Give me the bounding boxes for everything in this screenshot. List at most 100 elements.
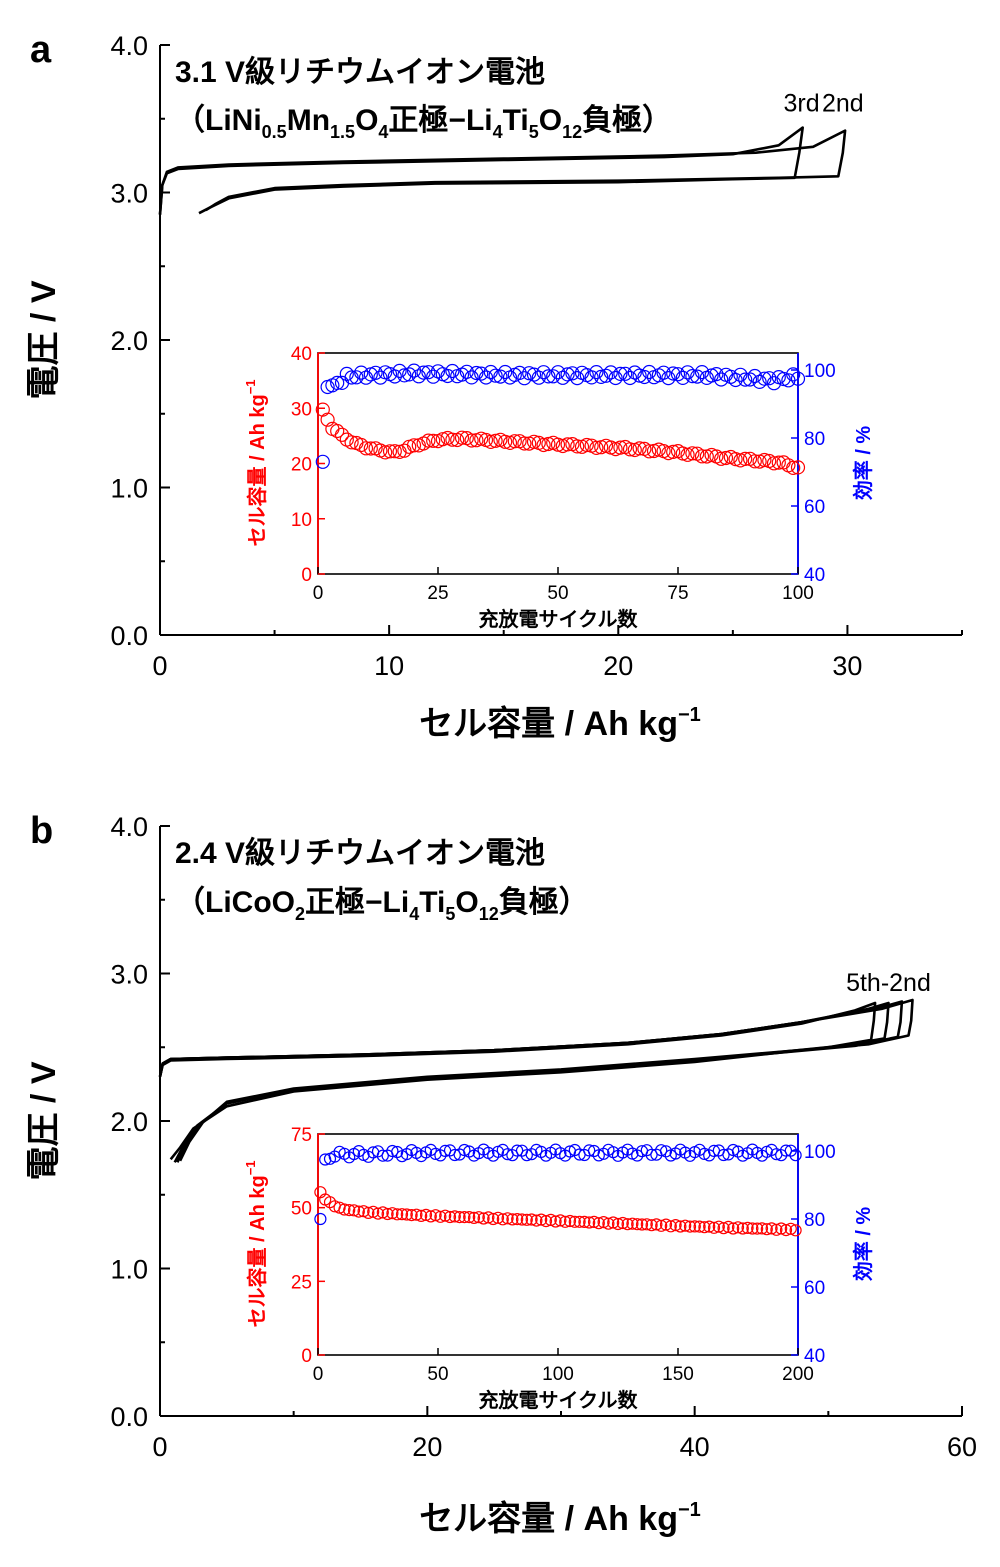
efficiency-point (498, 364, 513, 380)
capacity-point (434, 1210, 447, 1223)
capacity-point (631, 1218, 644, 1231)
chart-title: 3.1 V級リチウムイオン電池 (175, 55, 545, 89)
capacity-point (661, 446, 676, 461)
capacity-point (640, 1218, 653, 1231)
inset-x-tick-label: 150 (662, 1364, 694, 1385)
subscript: 4 (378, 122, 388, 142)
capacity-point (666, 444, 681, 459)
efficiency-point (511, 1144, 524, 1157)
capacity-point (352, 1205, 365, 1218)
voltage-curve-2 (158, 129, 847, 215)
efficiency-point (583, 1144, 596, 1157)
capacity-point (568, 1215, 581, 1228)
efficiency-point (603, 365, 618, 380)
efficiency-point (784, 1144, 797, 1157)
capacity-point (693, 1220, 706, 1233)
subscript: 0.5 (262, 122, 287, 142)
panel-a: a 0.0 1.0 2.0 3.0 4.0 0 10 20 30 3.1 V級リチウムイオン電池 （L… (25, 29, 963, 743)
efficiency-point (488, 368, 503, 383)
capacity-point (453, 1210, 466, 1224)
inset-left-label: セル容量 / Ah kg−1 (243, 1160, 269, 1327)
efficiency-point (757, 371, 772, 386)
formula-part: 正極−Li (388, 104, 492, 137)
capacity-point (694, 449, 710, 464)
efficiency-point (387, 369, 402, 384)
capacity-point (439, 1209, 452, 1222)
efficiency-point (762, 371, 777, 386)
capacity-point (635, 1218, 649, 1231)
capacity-point (731, 1221, 745, 1234)
efficiency-point (709, 367, 724, 382)
inset-left-label-text: セル容量 / Ah kg (245, 1175, 269, 1327)
efficiency-point (622, 370, 638, 386)
subscript: 12 (562, 122, 582, 142)
efficiency-point (728, 372, 743, 388)
efficiency-point (670, 367, 686, 382)
x-tick-label: 20 (603, 651, 633, 681)
capacity-point (611, 1217, 625, 1231)
capacity-point (477, 1212, 490, 1225)
inset-x-tick-label: 75 (667, 583, 688, 604)
efficiency-point (464, 370, 479, 385)
efficiency-point (349, 370, 364, 385)
capacity-point (622, 442, 638, 457)
capacity-point (722, 1220, 735, 1234)
capacity-point (679, 1219, 692, 1232)
x-axis-label-text: セル容量 / Ah kg (419, 705, 678, 743)
efficiency-point (546, 369, 561, 384)
efficiency-point (448, 1148, 461, 1162)
efficiency-point (592, 1149, 605, 1162)
capacity-point (330, 423, 345, 439)
capacity-point (343, 1203, 356, 1217)
voltage-curve-1 (158, 1001, 877, 1161)
cycle-label: 3rd (784, 89, 820, 117)
y-tick-label: 3.0 (110, 960, 148, 990)
inset-left-tick-label: 0 (301, 565, 312, 586)
efficiency-point (536, 365, 551, 380)
capacity-point (506, 1213, 519, 1226)
capacity-point (563, 1214, 577, 1228)
efficiency-point (458, 1143, 471, 1157)
efficiency-point (392, 363, 407, 378)
capacity-point (632, 441, 647, 456)
capacity-point (381, 1207, 394, 1221)
capacity-point (429, 1209, 442, 1222)
capacity-point (549, 1215, 562, 1228)
capacity-point (554, 1214, 567, 1227)
efficiency-point (584, 370, 599, 385)
capacity-point (525, 1213, 538, 1226)
efficiency-point (661, 371, 676, 386)
capacity-point (703, 1220, 716, 1233)
capacity-point (784, 1222, 797, 1235)
capacity-point (645, 1219, 658, 1232)
capacity-point (386, 1207, 399, 1220)
efficiency-point (434, 1149, 447, 1162)
capacity-point (520, 1213, 533, 1226)
capacity-point (491, 1211, 505, 1224)
efficiency-point (541, 369, 556, 384)
x-tick-label: 60 (947, 1432, 977, 1462)
efficiency-point (733, 367, 748, 382)
efficiency-point (752, 374, 767, 389)
capacity-point (757, 452, 772, 468)
efficiency-point (618, 366, 633, 381)
efficiency-point (421, 365, 436, 380)
efficiency-point (478, 370, 494, 385)
subscript: 12 (479, 904, 499, 924)
y-tick-label: 4.0 (110, 31, 148, 61)
efficiency-point (474, 366, 489, 381)
capacity-point (400, 1208, 413, 1221)
efficiency-point (685, 369, 700, 384)
capacity-point (685, 446, 700, 461)
inset-left-tick-label: 30 (291, 399, 312, 420)
panel-b: b0.01.02.03.04.00 20 40 602.4 V級リチウムイオン電池（L… (25, 810, 977, 1538)
y-tick-label: 2.0 (110, 1107, 148, 1137)
formula-part: 正極−Li (305, 886, 409, 919)
x-axis-label: セル容量 / Ah kg−1 (419, 704, 701, 743)
x-tick-label: 10 (374, 651, 404, 681)
y-tick-label: 3.0 (110, 179, 148, 209)
x-axis-label-sup: −1 (678, 1499, 701, 1521)
inset-left-tick-label: 0 (301, 1346, 312, 1367)
efficiency-point (703, 1149, 716, 1162)
capacity-point (714, 451, 729, 466)
